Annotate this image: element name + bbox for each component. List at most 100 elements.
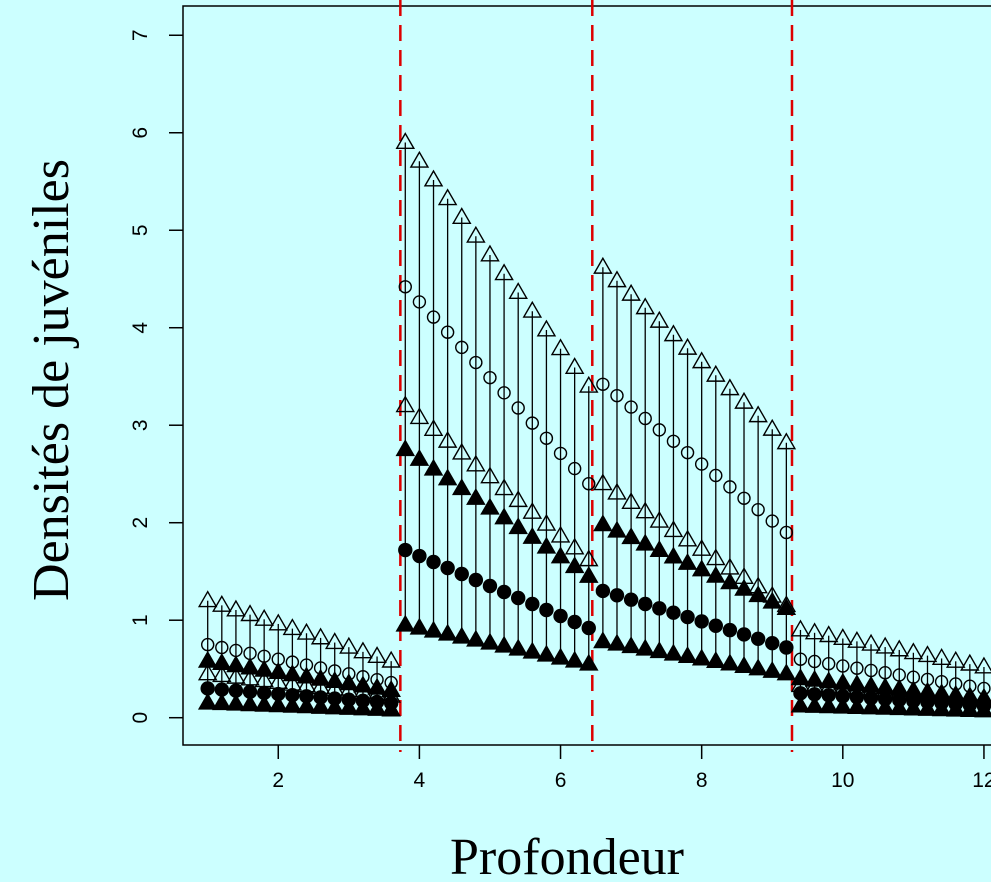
lower-inner-marker <box>226 655 246 673</box>
upper-inner-marker <box>197 663 218 681</box>
estimate-marker <box>483 370 497 385</box>
estimate-marker <box>426 310 441 324</box>
lower-inner-marker <box>790 668 811 686</box>
x-tick-label: 6 <box>555 769 567 792</box>
lower-bound-marker <box>960 700 980 718</box>
lower-estimate-marker <box>581 620 596 636</box>
lower-bound-marker <box>522 641 543 659</box>
upper-bound-marker <box>423 169 444 187</box>
upper-bound-marker <box>720 378 740 396</box>
y-tick-label: 0 <box>129 712 152 724</box>
lower-inner-marker <box>466 487 486 505</box>
lower-bound-marker <box>875 697 895 715</box>
lower-inner-marker <box>339 673 359 691</box>
lower-bound-marker <box>861 697 881 715</box>
lower-inner-marker <box>663 546 684 564</box>
y-axis-title: Densités de juvéniles <box>23 159 80 601</box>
estimate-marker <box>821 657 836 671</box>
lower-bound-marker <box>268 695 289 713</box>
lower-inner-marker <box>240 657 260 675</box>
upper-bound-marker <box>494 263 514 281</box>
upper-bound-marker <box>353 641 373 659</box>
upper-inner-marker <box>212 665 232 683</box>
lower-bound-marker <box>945 699 966 717</box>
lower-bound-marker <box>310 696 331 714</box>
lower-bound-marker <box>889 698 910 716</box>
lower-bound-marker <box>720 653 740 671</box>
upper-bound-marker <box>550 338 571 356</box>
lower-bound-marker <box>536 644 557 662</box>
lower-inner-marker <box>395 439 416 457</box>
lower-estimate-marker <box>694 614 709 629</box>
lower-bound-marker <box>508 638 528 656</box>
lower-inner-marker <box>804 669 825 687</box>
estimate-marker <box>709 468 723 483</box>
lower-inner-marker <box>324 671 345 688</box>
y-tick-label: 4 <box>129 322 152 334</box>
lower-inner-marker <box>451 478 472 496</box>
upper-inner-marker <box>395 395 416 413</box>
lower-bound-marker <box>197 692 218 710</box>
interval-stems <box>207 142 985 711</box>
lower-bound-marker <box>409 617 430 635</box>
lower-bound-marker <box>423 620 444 638</box>
lower-inner-marker <box>564 556 585 574</box>
lower-inner-marker <box>593 514 613 532</box>
upper-bound-marker <box>480 244 500 262</box>
upper-bound-marker <box>367 646 387 664</box>
lower-bound-marker <box>621 636 641 654</box>
lower-inner-marker <box>621 527 641 545</box>
lower-bound-marker <box>579 653 599 671</box>
upper-inner-marker <box>691 538 712 556</box>
estimate-marker <box>553 446 568 461</box>
lower-estimate-marker <box>652 601 667 616</box>
upper-bound-marker <box>974 656 991 674</box>
upper-bound-marker <box>593 256 613 274</box>
lower-estimate-marker <box>482 578 498 594</box>
estimate-marker <box>836 659 850 673</box>
lower-estimate-marker <box>595 583 611 599</box>
upper-inner-marker <box>508 490 528 508</box>
lower-estimate-marker <box>722 622 738 638</box>
lower-bound-marker <box>790 695 811 713</box>
lower-bound-marker <box>748 658 768 676</box>
upper-bound-marker <box>931 648 952 666</box>
lower-inner-marker <box>254 659 274 677</box>
upper-bound-marker <box>677 337 698 355</box>
estimate-marker <box>412 295 427 309</box>
upper-bound-marker <box>339 636 359 654</box>
upper-bound-marker <box>381 650 401 668</box>
estimate-marker <box>469 355 483 370</box>
lower-bound-marker <box>649 641 670 659</box>
lower-estimate-marker <box>454 566 469 582</box>
upper-inner-marker <box>579 549 599 567</box>
upper-bound-marker <box>282 618 303 636</box>
upper-inner-marker <box>226 666 246 684</box>
estimate-marker <box>398 280 412 294</box>
y-tick-label: 6 <box>129 127 152 139</box>
lower-inner-marker <box>480 497 500 515</box>
estimate-marker <box>723 480 737 494</box>
upper-inner-marker <box>536 513 557 531</box>
upper-bound-marker <box>748 405 768 423</box>
estimate-marker <box>666 434 681 448</box>
lower-inner-marker <box>776 598 797 616</box>
lower-estimate-marker <box>525 596 540 612</box>
estimate-marker <box>440 325 455 339</box>
upper-bound-marker <box>945 650 966 668</box>
lower-estimate-marker <box>440 560 455 576</box>
lower-inner-marker <box>677 552 698 570</box>
lower-bound-marker <box>847 697 867 715</box>
lower-bound-marker <box>663 643 684 661</box>
upper-bound-marker <box>960 653 980 671</box>
lower-inner-marker <box>282 664 303 682</box>
lower-bound-marker <box>762 660 783 678</box>
lower-estimate-marker <box>539 602 554 618</box>
upper-bound-marker <box>734 391 754 409</box>
lower-bound-marker <box>296 696 317 714</box>
lower-inner-marker <box>861 675 881 693</box>
lower-bound-marker <box>466 629 486 647</box>
lower-inner-marker <box>579 565 599 583</box>
lower-bound-marker <box>903 698 924 716</box>
